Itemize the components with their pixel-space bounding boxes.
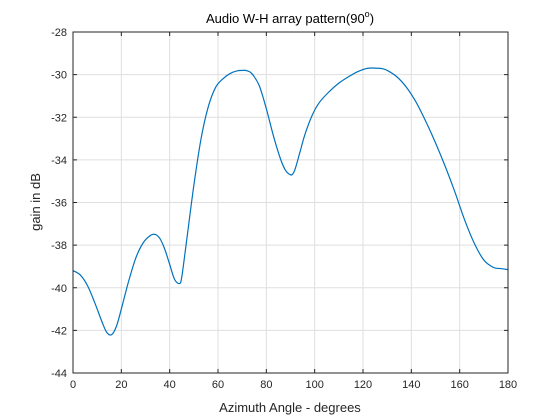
y-tick-label: -30 (51, 70, 67, 82)
chart-title-superscript: o (365, 9, 370, 19)
y-tick-label: -38 (51, 240, 67, 252)
x-tick-label: 120 (354, 379, 372, 391)
y-tick-label: -44 (51, 368, 67, 380)
chart-title-end: ) (370, 11, 374, 26)
y-axis-label: gain in dB (28, 173, 43, 231)
y-tick-label: -36 (51, 198, 67, 210)
x-tick-label: 0 (70, 379, 76, 391)
x-tick-label: 140 (402, 379, 420, 391)
series-group (72, 67, 509, 336)
x-tick-label: 40 (164, 379, 176, 391)
x-tick-labels: 0 20 40 60 80 100 120 140 160 180 (70, 379, 517, 391)
x-tick-label: 80 (260, 379, 272, 391)
chart-title: Audio W-H array pattern(90o) (206, 9, 374, 26)
x-tick-label: 100 (305, 379, 323, 391)
y-tick-label: -42 (51, 325, 67, 337)
x-tick-label: 20 (115, 379, 127, 391)
y-tick-label: -32 (51, 112, 67, 124)
x-axis-label: Azimuth Angle - degrees (219, 400, 361, 415)
x-tick-label: 160 (450, 379, 468, 391)
y-tick-label: -34 (51, 155, 67, 167)
x-tick-label: 180 (499, 379, 517, 391)
ticks (72, 31, 509, 374)
series-line-0 (72, 67, 509, 336)
y-tick-label: -28 (51, 27, 67, 39)
y-tick-labels: -44 -42 -40 -38 -36 -34 -32 -30 -28 (51, 27, 67, 380)
y-tick-label: -40 (51, 283, 67, 295)
x-tick-label: 60 (212, 379, 224, 391)
chart-title-main: Audio W-H array pattern(90 (206, 11, 365, 26)
